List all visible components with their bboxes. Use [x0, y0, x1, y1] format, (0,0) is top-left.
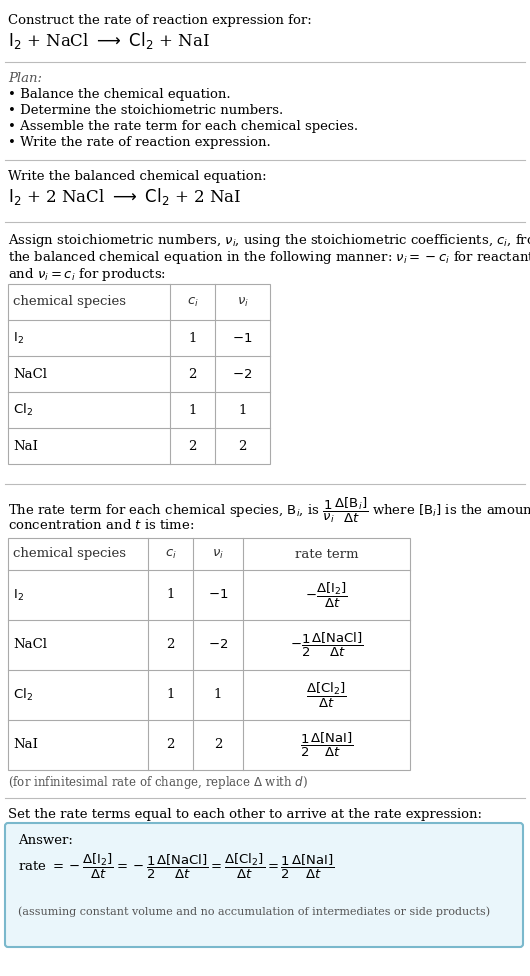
Text: chemical species: chemical species — [13, 548, 126, 560]
Text: Assign stoichiometric numbers, $\nu_i$, using the stoichiometric coefficients, $: Assign stoichiometric numbers, $\nu_i$, … — [8, 232, 530, 249]
Text: rate term: rate term — [295, 548, 358, 560]
Text: 2: 2 — [166, 638, 175, 652]
Text: The rate term for each chemical species, $\mathrm{B}_i$, is $\dfrac{1}{\nu_i}\df: The rate term for each chemical species,… — [8, 496, 530, 525]
Text: $\nu_i$: $\nu_i$ — [212, 548, 224, 560]
Text: (for infinitesimal rate of change, replace $\Delta$ with $d$): (for infinitesimal rate of change, repla… — [8, 774, 308, 791]
Text: $-1$: $-1$ — [208, 589, 228, 601]
Text: $-\dfrac{\Delta[\mathrm{I_2}]}{\Delta t}$: $-\dfrac{\Delta[\mathrm{I_2}]}{\Delta t}… — [305, 581, 348, 610]
Text: Set the rate terms equal to each other to arrive at the rate expression:: Set the rate terms equal to each other t… — [8, 808, 482, 821]
Text: $c_i$: $c_i$ — [187, 296, 198, 308]
Text: • Write the rate of reaction expression.: • Write the rate of reaction expression. — [8, 136, 271, 149]
Text: 1: 1 — [166, 589, 175, 601]
Text: $\mathrm{I_2}$ + NaCl $\longrightarrow$ $\mathrm{Cl_2}$ + NaI: $\mathrm{I_2}$ + NaCl $\longrightarrow$ … — [8, 30, 210, 51]
Text: 1: 1 — [214, 688, 222, 702]
Text: concentration and $t$ is time:: concentration and $t$ is time: — [8, 518, 195, 532]
Text: (assuming constant volume and no accumulation of intermediates or side products): (assuming constant volume and no accumul… — [18, 906, 490, 916]
Text: NaCl: NaCl — [13, 638, 47, 652]
Text: $-2$: $-2$ — [232, 368, 253, 381]
FancyBboxPatch shape — [5, 823, 523, 947]
Text: • Assemble the rate term for each chemical species.: • Assemble the rate term for each chemic… — [8, 120, 358, 133]
Text: rate $= -\dfrac{\Delta[\mathrm{I_2}]}{\Delta t} = -\dfrac{1}{2}\dfrac{\Delta[\ma: rate $= -\dfrac{\Delta[\mathrm{I_2}]}{\D… — [18, 852, 334, 881]
Text: Construct the rate of reaction expression for:: Construct the rate of reaction expressio… — [8, 14, 312, 27]
Text: $c_i$: $c_i$ — [165, 548, 176, 560]
Text: $\mathrm{I_2}$ + 2 NaCl $\longrightarrow$ $\mathrm{Cl_2}$ + 2 NaI: $\mathrm{I_2}$ + 2 NaCl $\longrightarrow… — [8, 186, 242, 207]
Text: $-\dfrac{1}{2}\dfrac{\Delta[\mathrm{NaCl}]}{\Delta t}$: $-\dfrac{1}{2}\dfrac{\Delta[\mathrm{NaCl… — [290, 630, 363, 659]
Text: $\nu_i$: $\nu_i$ — [236, 296, 249, 308]
Text: NaCl: NaCl — [13, 368, 47, 381]
Text: Write the balanced chemical equation:: Write the balanced chemical equation: — [8, 170, 267, 183]
Text: • Determine the stoichiometric numbers.: • Determine the stoichiometric numbers. — [8, 104, 283, 117]
Text: the balanced chemical equation in the following manner: $\nu_i = -c_i$ for react: the balanced chemical equation in the fo… — [8, 249, 530, 266]
Text: 1: 1 — [188, 403, 197, 417]
Text: $\mathrm{I_2}$: $\mathrm{I_2}$ — [13, 588, 24, 602]
Text: 2: 2 — [188, 368, 197, 381]
Text: 1: 1 — [166, 688, 175, 702]
Text: NaI: NaI — [13, 739, 38, 752]
Text: Answer:: Answer: — [18, 834, 73, 847]
Text: and $\nu_i = c_i$ for products:: and $\nu_i = c_i$ for products: — [8, 266, 166, 283]
Text: $\dfrac{\Delta[\mathrm{Cl_2}]}{\Delta t}$: $\dfrac{\Delta[\mathrm{Cl_2}]}{\Delta t}… — [306, 680, 347, 710]
Bar — [8, 284, 270, 464]
Text: NaI: NaI — [13, 439, 38, 453]
Text: 2: 2 — [188, 439, 197, 453]
Text: $\dfrac{1}{2}\dfrac{\Delta[\mathrm{NaI}]}{\Delta t}$: $\dfrac{1}{2}\dfrac{\Delta[\mathrm{NaI}]… — [300, 731, 353, 759]
Bar — [8, 538, 410, 770]
Text: 2: 2 — [214, 739, 222, 752]
Text: • Balance the chemical equation.: • Balance the chemical equation. — [8, 88, 231, 101]
Text: $\mathrm{Cl_2}$: $\mathrm{Cl_2}$ — [13, 687, 33, 703]
Text: 2: 2 — [166, 739, 175, 752]
Text: $\mathrm{I_2}$: $\mathrm{I_2}$ — [13, 331, 24, 346]
Text: $-2$: $-2$ — [208, 638, 228, 652]
Text: 1: 1 — [188, 332, 197, 345]
Text: Plan:: Plan: — [8, 72, 42, 85]
Text: 2: 2 — [238, 439, 246, 453]
Text: chemical species: chemical species — [13, 296, 126, 308]
Text: $-1$: $-1$ — [232, 332, 253, 345]
Text: $\mathrm{Cl_2}$: $\mathrm{Cl_2}$ — [13, 402, 33, 418]
Text: 1: 1 — [238, 403, 246, 417]
